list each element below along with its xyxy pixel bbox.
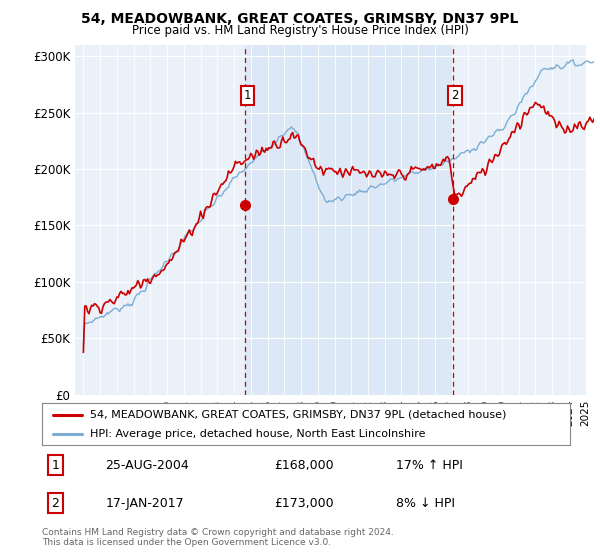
Text: 17% ↑ HPI: 17% ↑ HPI [396, 459, 463, 472]
Text: £168,000: £168,000 [274, 459, 334, 472]
Text: 8% ↓ HPI: 8% ↓ HPI [396, 497, 455, 510]
Bar [586, 45, 594, 395]
Text: 25-AUG-2004: 25-AUG-2004 [106, 459, 189, 472]
Text: 54, MEADOWBANK, GREAT COATES, GRIMSBY, DN37 9PL: 54, MEADOWBANK, GREAT COATES, GRIMSBY, D… [82, 12, 518, 26]
Text: Price paid vs. HM Land Registry's House Price Index (HPI): Price paid vs. HM Land Registry's House … [131, 24, 469, 36]
Text: 1: 1 [51, 459, 59, 472]
Text: 2: 2 [451, 89, 459, 102]
Text: 2: 2 [51, 497, 59, 510]
Text: 54, MEADOWBANK, GREAT COATES, GRIMSBY, DN37 9PL (detached house): 54, MEADOWBANK, GREAT COATES, GRIMSBY, D… [89, 409, 506, 419]
Text: 1: 1 [244, 89, 251, 102]
Text: £173,000: £173,000 [274, 497, 334, 510]
Text: HPI: Average price, detached house, North East Lincolnshire: HPI: Average price, detached house, Nort… [89, 429, 425, 439]
Text: 17-JAN-2017: 17-JAN-2017 [106, 497, 184, 510]
Text: Contains HM Land Registry data © Crown copyright and database right 2024.
This d: Contains HM Land Registry data © Crown c… [42, 528, 394, 547]
Bar [245, 45, 452, 395]
